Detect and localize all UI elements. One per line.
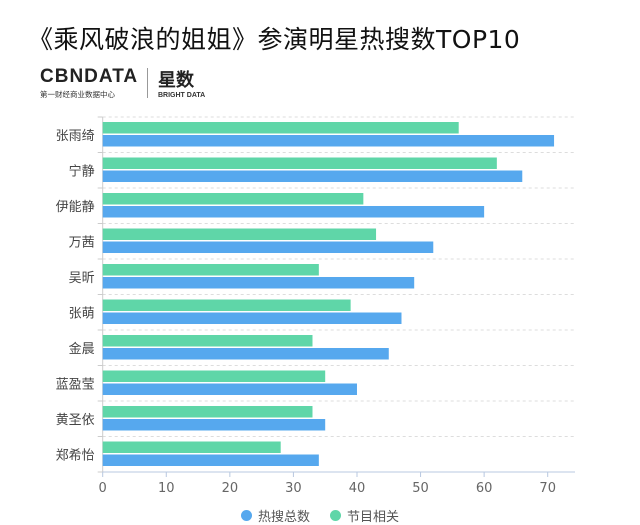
bar-program-related	[102, 193, 364, 205]
bar-program-related	[102, 157, 497, 169]
x-tick-label: 60	[476, 481, 493, 496]
category-label: 黄圣依	[56, 413, 95, 428]
bar-program-related	[102, 122, 459, 134]
category-label: 张雨绮	[56, 129, 95, 144]
category-label: 伊能静	[56, 200, 95, 215]
logo-brand: CBNDATA	[40, 66, 139, 87]
chart-title: 《乘风破浪的姐姐》参演明星热搜数TOP10	[28, 25, 521, 54]
category-label: 万茜	[69, 235, 95, 250]
bar-program-related	[102, 264, 319, 276]
x-tick-label: 30	[285, 481, 302, 496]
bar-program-related	[102, 228, 377, 240]
category-label: 蓝盈莹	[56, 377, 95, 392]
legend-dot-total	[240, 510, 252, 521]
bar-total-hot-search	[102, 277, 415, 289]
x-tick-label: 20	[222, 481, 239, 496]
logo-product-sub: BRIGHT DATA	[158, 92, 206, 99]
logo-brand-sub: 第一财经商业数据中心	[40, 90, 115, 99]
category-label: 宁静	[69, 163, 95, 179]
logo-product: 星数	[158, 70, 194, 91]
bar-total-hot-search	[102, 419, 326, 431]
bar-total-hot-search	[102, 383, 357, 395]
category-label: 郑希怡	[56, 448, 95, 463]
legend-dot-program	[330, 510, 341, 521]
bar-program-related	[102, 335, 313, 347]
bright-data-logo: 星数 BRIGHT DATA	[158, 66, 205, 99]
bar-program-related	[102, 441, 281, 453]
bar-total-hot-search	[102, 241, 434, 253]
x-tick-label: 50	[412, 481, 429, 496]
x-tick-label: 0	[99, 481, 107, 496]
bar-total-hot-search	[102, 312, 402, 324]
legend-item-program[interactable]: 节目相关	[330, 506, 399, 525]
bar-total-hot-search	[102, 206, 485, 218]
legend-item-total[interactable]: 热搜总数	[240, 506, 310, 525]
category-label: 张萌	[69, 306, 95, 321]
bar-program-related	[102, 406, 313, 418]
bar-program-related	[102, 370, 326, 382]
legend-label-total: 热搜总数	[257, 510, 310, 525]
cbndata-logo: CBNDATA 第一财经商业数据中心	[40, 66, 138, 100]
logo-divider	[147, 68, 148, 98]
bar-program-related	[102, 299, 351, 311]
x-tick-label: 10	[158, 481, 175, 496]
x-tick-label: 70	[539, 481, 556, 496]
category-label: 吴昕	[69, 271, 95, 286]
x-tick-label: 40	[349, 481, 366, 496]
bar-total-hot-search	[102, 135, 555, 147]
legend: 热搜总数 节目相关	[0, 506, 640, 525]
bar-total-hot-search	[102, 170, 523, 182]
legend-label-program: 节目相关	[347, 510, 400, 525]
bar-total-hot-search	[102, 454, 319, 466]
bar-total-hot-search	[102, 348, 389, 360]
category-label: 金晨	[69, 341, 95, 357]
